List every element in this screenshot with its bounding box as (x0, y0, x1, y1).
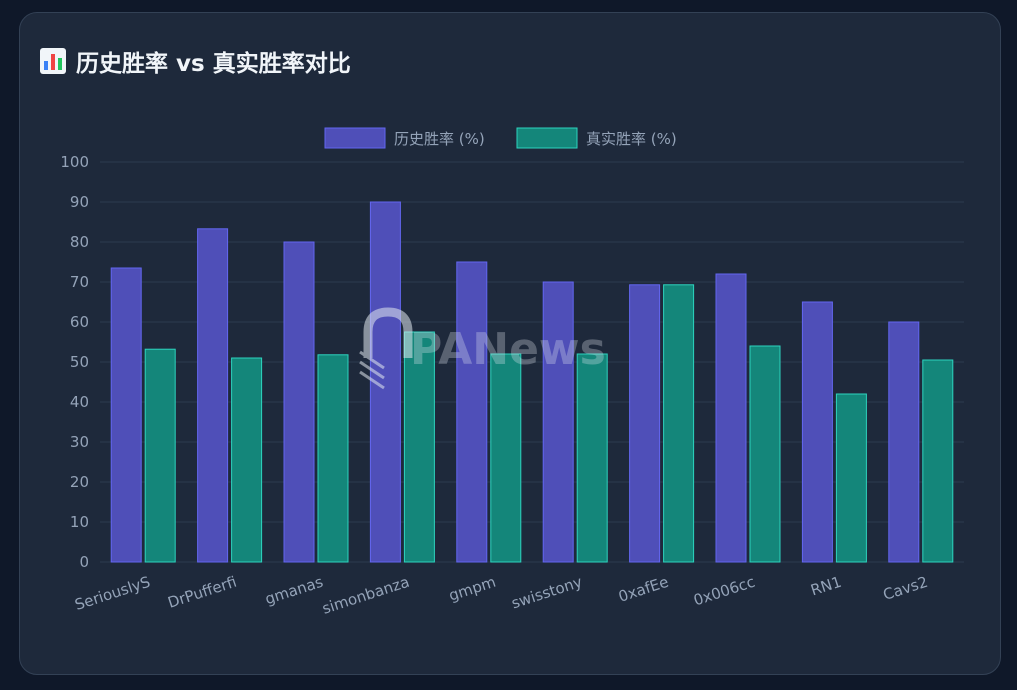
bar-real[interactable] (490, 353, 522, 563)
watermark-logo: PANews (359, 307, 606, 390)
y-tick-label: 100 (60, 153, 89, 171)
bar-real[interactable] (403, 331, 435, 563)
x-tick-label: swisstony (509, 573, 584, 613)
chart-title: 历史胜率 vs 真实胜率对比 (40, 44, 351, 78)
y-tick-label: 10 (70, 513, 89, 531)
y-tick-label: 70 (70, 273, 89, 291)
bar-historical[interactable] (197, 228, 229, 563)
bar-historical[interactable] (283, 241, 315, 563)
x-tick-label: Cavs2 (881, 573, 930, 604)
chart-title-text: 历史胜率 vs 真实胜率对比 (76, 51, 351, 77)
x-tick-label: 0x006cc (691, 573, 757, 610)
bar-chart-icon (40, 48, 66, 74)
bars (110, 201, 954, 563)
x-tick-label: DrPufferfi (166, 573, 239, 612)
x-tick-label: SeriouslyS (73, 573, 153, 614)
legend-item[interactable]: 真实胜率 (%) (516, 127, 677, 149)
y-tick-label: 40 (70, 393, 89, 411)
y-tick-label: 50 (70, 353, 89, 371)
y-tick-label: 30 (70, 433, 89, 451)
x-tick-label: gmpm (447, 573, 498, 605)
x-tick-label: simonbanza (320, 573, 412, 618)
bar-real[interactable] (663, 284, 695, 563)
bar-historical[interactable] (629, 284, 661, 563)
bar-real[interactable] (144, 348, 176, 563)
bar-historical[interactable] (456, 261, 488, 563)
bar-real[interactable] (576, 353, 608, 563)
legend-label: 真实胜率 (%) (586, 130, 677, 148)
y-tick-label: 0 (79, 553, 89, 571)
bar-historical[interactable] (715, 273, 747, 563)
x-tick-label: RN1 (808, 573, 843, 600)
legend-swatch (516, 127, 578, 149)
bar-historical[interactable] (801, 301, 833, 563)
bar-real[interactable] (231, 357, 263, 563)
bar-real[interactable] (922, 359, 954, 563)
legend-label: 历史胜率 (%) (394, 130, 485, 148)
y-tick-label: 80 (70, 233, 89, 251)
chart-card (19, 12, 1001, 675)
bar-real[interactable] (835, 393, 867, 563)
y-tick-label: 60 (70, 313, 89, 331)
y-tick-label: 90 (70, 193, 89, 211)
watermark-text: PANews (410, 324, 606, 375)
bar-historical[interactable] (888, 321, 920, 563)
bar-historical[interactable] (542, 281, 574, 563)
y-axis-ticks: 0 10 20 30 40 50 60 70 80 90 100 (60, 153, 89, 571)
x-tick-label: 0xafEe (616, 573, 671, 606)
x-tick-label: gmanas (263, 573, 326, 609)
legend[interactable]: 历史胜率 (%) 真实胜率 (%) (324, 127, 677, 149)
legend-swatch (324, 127, 386, 149)
bar-real[interactable] (749, 345, 781, 563)
bar-real[interactable] (317, 354, 349, 563)
y-tick-label: 20 (70, 473, 89, 491)
legend-item[interactable]: 历史胜率 (%) (324, 127, 485, 149)
bar-historical[interactable] (110, 267, 142, 563)
